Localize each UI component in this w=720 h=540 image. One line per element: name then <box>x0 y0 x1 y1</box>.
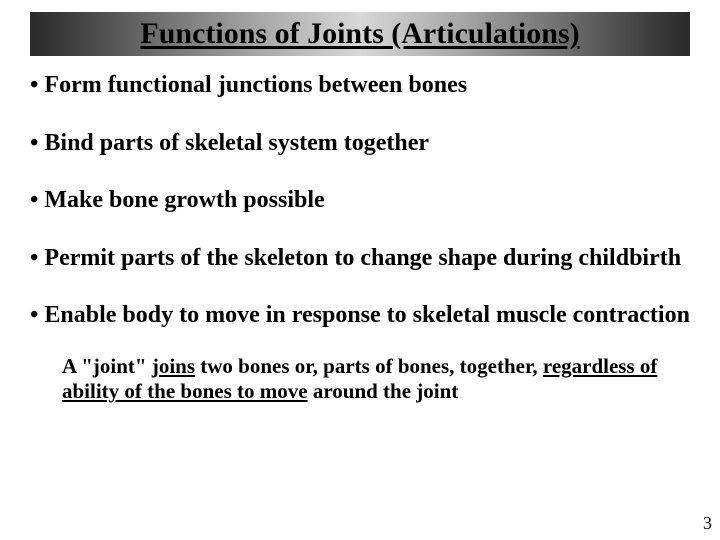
page-number: 3 <box>703 513 712 534</box>
definition-underline-1: joins <box>152 354 195 378</box>
bullet-item: • Make bone growth possible <box>30 187 690 215</box>
title-bar: Functions of Joints (Articulations) <box>30 12 690 56</box>
definition-text: A "joint" joins two bones or, parts of b… <box>62 354 690 404</box>
slide-content: • Form functional junctions between bone… <box>0 64 720 404</box>
definition-post: around the joint <box>308 379 459 403</box>
bullet-item: • Form functional junctions between bone… <box>30 72 690 100</box>
bullet-item: • Enable body to move in response to ske… <box>30 302 690 330</box>
bullet-item: • Permit parts of the skeleton to change… <box>30 245 690 273</box>
slide-title: Functions of Joints (Articulations) <box>140 17 579 51</box>
bullet-item: • Bind parts of skeletal system together <box>30 130 690 158</box>
definition-pre: A "joint" <box>62 354 152 378</box>
definition-mid1: two bones or, parts of bones, together, <box>195 354 543 378</box>
